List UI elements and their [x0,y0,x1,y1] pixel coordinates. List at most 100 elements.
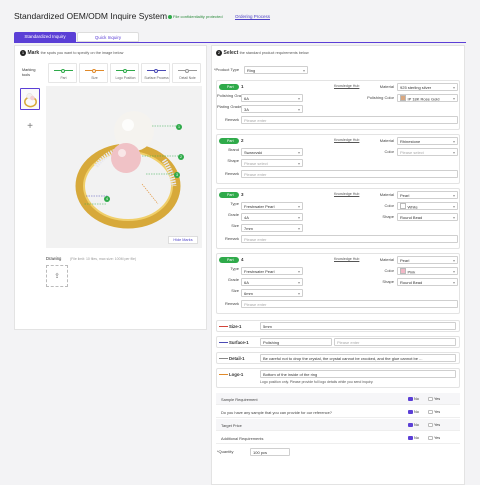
extra-input[interactable]: Polishing [260,338,332,346]
field-select[interactable]: Freshwater Pearl ▾ [241,202,303,210]
field-label: Shape [382,214,394,219]
remark-input[interactable]: Please enter [241,116,458,124]
field-select[interactable]: Swarovski ▾ [241,148,303,156]
radio-label: No [414,422,419,427]
value: Freshwater Pearl [244,204,275,209]
step-number: 2 [216,50,222,56]
swatch [400,95,406,101]
field-label: Shape [382,279,394,284]
remark-input[interactable]: Please enter [241,300,458,308]
placeholder: Please enter [244,237,267,242]
caret: ▾ [452,85,455,90]
field-label: Grade [227,277,239,282]
ring-image [75,111,181,229]
tool-label: Detail Note [179,76,196,80]
value: Round Bead [400,215,423,220]
heading: Mark [27,50,40,56]
marker[interactable]: 3 [174,172,180,178]
tool-dot [61,68,65,73]
field-select[interactable]: IP 18K Rose Gold ▾ [397,94,458,102]
tab[interactable]: Quick Inquiry [77,32,139,42]
remark-input[interactable]: Please enter [241,235,458,243]
marker[interactable]: 4 [104,196,110,202]
ordering-link[interactable]: Ordering Process [235,14,271,19]
hide-marks[interactable]: Hide Marks [168,236,198,244]
field-select[interactable]: 7mm ▾ [241,224,303,232]
radio-label: Yes [434,396,441,401]
field-select[interactable]: Pearl ▾ [397,191,458,199]
extra-input[interactable]: 5mm [260,322,456,330]
question-text: Sample Requirement [221,396,258,402]
radio-label: No [414,396,419,401]
field-select[interactable]: Please select ▾ [241,159,303,167]
remark-input[interactable]: Please enter [241,170,458,178]
tab-active[interactable]: Standardized Inquiry [14,32,76,42]
field-select[interactable]: Pink ▾ [397,267,458,275]
field-select[interactable]: 4A ▾ [241,213,303,221]
field-select[interactable]: Rhinestone ▾ [397,137,458,145]
quantity-label: *Quantity [217,449,234,454]
field-label: Shape [227,158,239,163]
tool-label: Surface Process [144,76,169,80]
part-tag: Part [219,191,239,198]
radio[interactable] [408,409,413,414]
radio[interactable] [408,422,413,427]
marker[interactable]: 2 [178,154,184,160]
knowledge-link[interactable]: Knowledge Hub [334,192,360,196]
caret: ▾ [297,161,300,166]
radio[interactable] [408,396,413,401]
product-type-select[interactable]: Ring ▾ [244,66,308,74]
mark-heading: 1 Mark the spots you want to specify on t… [20,50,123,56]
add-image[interactable]: + [27,121,33,132]
field-select[interactable]: 6A ▾ [241,94,303,102]
marking-tool[interactable]: Size [79,63,108,83]
field-select[interactable]: Please select ▾ [397,148,458,156]
value: 3A [244,107,249,112]
quantity-input[interactable]: 100 pcs [250,448,290,456]
placeholder: Please enter [337,340,360,345]
value: Round Bead [400,280,423,285]
caret: ▾ [297,291,300,296]
field-select[interactable]: White ▾ [397,202,458,210]
knowledge-link[interactable]: Knowledge Hub [334,257,360,261]
field-select[interactable]: 3A ▾ [241,105,303,113]
field-select[interactable]: 6mm ▾ [241,289,303,297]
field-select[interactable]: Round Bead ▾ [397,278,458,286]
extra-icon [219,357,228,359]
marking-tool[interactable]: Part [48,63,77,83]
question-text: Additional Requirements [221,435,264,441]
upload-button[interactable]: ⇪ [46,265,68,287]
radio[interactable] [408,435,413,440]
radio[interactable] [428,422,433,427]
field-select[interactable]: 6A ▾ [241,278,303,286]
marking-tool[interactable]: Surface Process [141,63,170,83]
radio-label: No [414,435,419,440]
tool-label: Logo Position [115,76,136,80]
heading: Select [223,50,239,56]
radio[interactable] [428,435,433,440]
caret: ▾ [452,204,455,209]
value: Freshwater Pearl [244,269,275,274]
drawing-label: Drawing [46,256,62,261]
part-tag-text: Part [227,192,234,197]
field-select[interactable]: Freshwater Pearl ▾ [241,267,303,275]
field-select[interactable]: 925 sterling silver ▾ [397,83,458,91]
step-number: 1 [20,50,26,56]
extra-label: Surface-1 [229,339,249,345]
field-select[interactable]: Round Bead ▾ [397,213,458,221]
marker[interactable]: 1 [176,124,182,130]
question-text: Target Price [221,422,242,428]
extra-input[interactable]: Be careful not to drop the crystal, the … [260,354,456,362]
thumbnail[interactable] [20,88,40,110]
marking-tool[interactable]: Logo Position [110,63,139,83]
field-select[interactable]: Pearl ▾ [397,256,458,264]
radio[interactable] [428,409,433,414]
value: Pink [407,269,416,275]
knowledge-link[interactable]: Knowledge Hub [334,84,360,88]
extra-input[interactable]: Bottom of the inside of the ring [260,370,456,378]
knowledge-link[interactable]: Knowledge Hub [334,138,360,142]
value: Bottom of the inside of the ring [263,372,318,377]
radio[interactable] [428,396,433,401]
extra-input[interactable]: Please enter [334,338,456,346]
marking-tool[interactable]: Detail Note [172,63,201,83]
